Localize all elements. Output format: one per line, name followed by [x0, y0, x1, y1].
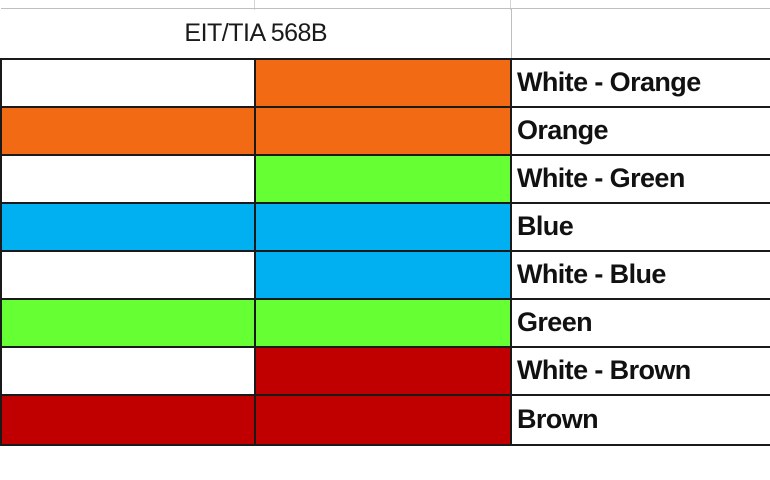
pair-color-cell-left[interactable]: [0, 297, 256, 348]
wire-color-name[interactable]: White - Green: [510, 153, 770, 204]
pair-color-cell-right[interactable]: [254, 57, 512, 108]
table-row: White - Brown: [0, 345, 770, 396]
wire-color-name[interactable]: Blue: [510, 201, 770, 252]
pair-color-cell-left[interactable]: [0, 105, 256, 156]
pair-color-cell-right[interactable]: [254, 345, 512, 396]
pair-color-cell-left[interactable]: [0, 201, 256, 252]
table-row: White - Orange: [0, 57, 770, 108]
wiring-table: EIT/TIA 568B White - Orange Orange White…: [0, 8, 770, 446]
standard-title[interactable]: EIT/TIA 568B: [1, 8, 512, 60]
wire-color-name[interactable]: Brown: [510, 393, 770, 446]
gridline: [254, 0, 255, 10]
header-empty-cell[interactable]: [511, 8, 770, 60]
table-row: Orange: [0, 105, 770, 156]
table-row: White - Blue: [0, 249, 770, 300]
top-gridlines: [0, 0, 770, 10]
pair-color-cell-right[interactable]: [254, 201, 512, 252]
table-row: Brown: [0, 393, 770, 446]
wire-color-name[interactable]: White - Brown: [510, 345, 770, 396]
pair-color-cell-left[interactable]: [0, 345, 256, 396]
pair-color-cell-right[interactable]: [254, 153, 512, 204]
pair-color-cell-right[interactable]: [254, 393, 512, 446]
pair-color-cell-left[interactable]: [0, 249, 256, 300]
gridline: [510, 0, 511, 10]
table-row: Green: [0, 297, 770, 348]
pair-color-cell-right[interactable]: [254, 105, 512, 156]
table-row: Blue: [0, 201, 770, 252]
header-row: EIT/TIA 568B: [1, 8, 770, 60]
table-row: White - Green: [0, 153, 770, 204]
pair-color-cell-left[interactable]: [0, 57, 256, 108]
wire-color-name[interactable]: Green: [510, 297, 770, 348]
pair-color-cell-left[interactable]: [0, 393, 256, 446]
wire-color-name[interactable]: White - Blue: [510, 249, 770, 300]
pair-color-cell-left[interactable]: [0, 153, 256, 204]
wire-color-name[interactable]: White - Orange: [510, 57, 770, 108]
pair-color-cell-right[interactable]: [254, 249, 512, 300]
pair-color-cell-right[interactable]: [254, 297, 512, 348]
wire-color-name[interactable]: Orange: [510, 105, 770, 156]
